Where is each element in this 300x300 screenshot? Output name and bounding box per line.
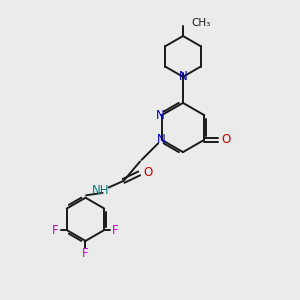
Text: F: F — [52, 224, 59, 237]
Text: N: N — [156, 109, 165, 122]
Text: NH: NH — [92, 184, 109, 197]
Text: N: N — [178, 70, 188, 83]
Text: F: F — [112, 224, 119, 237]
Text: F: F — [82, 247, 89, 260]
Text: O: O — [222, 133, 231, 146]
Text: O: O — [143, 166, 152, 179]
Text: CH₃: CH₃ — [191, 18, 211, 28]
Text: N: N — [157, 133, 166, 146]
